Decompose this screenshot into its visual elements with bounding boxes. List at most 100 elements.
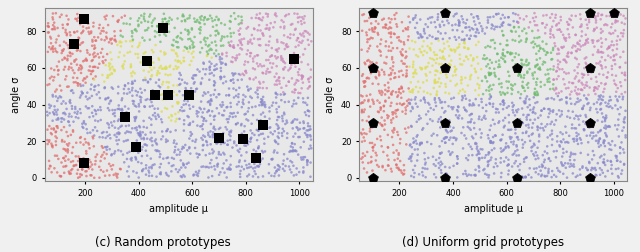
Point — [48, 23, 58, 27]
Point — [294, 67, 305, 71]
Point — [214, 92, 225, 96]
Point — [128, 169, 138, 173]
Point — [497, 137, 507, 141]
Point — [239, 167, 249, 171]
Point — [173, 34, 183, 38]
Point — [196, 115, 207, 119]
Point — [132, 139, 142, 143]
Point — [168, 44, 179, 48]
Point — [273, 55, 283, 59]
Point — [50, 108, 60, 112]
Point — [543, 78, 553, 82]
Point — [421, 112, 431, 116]
Point — [238, 137, 248, 141]
Point — [222, 105, 232, 109]
Point — [534, 67, 545, 71]
Point — [545, 32, 556, 36]
Point — [237, 47, 247, 51]
Point — [88, 24, 99, 28]
Point — [174, 89, 184, 93]
Point — [204, 109, 214, 113]
Point — [207, 147, 218, 151]
Point — [447, 142, 458, 146]
Point — [516, 74, 526, 78]
Point — [498, 99, 508, 103]
Point — [573, 65, 583, 69]
Point — [378, 90, 388, 94]
Point — [210, 68, 220, 72]
Point — [292, 16, 303, 20]
Point — [144, 15, 154, 19]
Point — [485, 141, 495, 145]
Point — [185, 45, 195, 49]
Point — [383, 133, 393, 137]
Point — [47, 144, 58, 148]
Point — [198, 138, 208, 142]
Point — [215, 170, 225, 174]
Point — [120, 59, 130, 64]
Point — [584, 18, 594, 22]
Point — [579, 128, 589, 132]
Point — [73, 38, 83, 42]
Point — [520, 101, 530, 105]
Point — [483, 21, 493, 25]
Point — [68, 130, 78, 134]
Point — [147, 166, 157, 170]
Point — [65, 101, 76, 105]
Point — [172, 83, 182, 87]
Point — [158, 80, 168, 84]
Point — [130, 104, 140, 108]
Point — [289, 90, 300, 94]
Point — [380, 88, 390, 92]
Point — [191, 173, 202, 177]
Point — [204, 99, 214, 103]
Point — [102, 73, 113, 77]
Point — [581, 166, 591, 170]
Point — [261, 69, 271, 73]
Point — [225, 26, 235, 30]
Point — [234, 160, 244, 164]
Point — [398, 89, 408, 93]
Point — [288, 119, 298, 123]
Point — [601, 82, 611, 86]
Point — [117, 111, 127, 115]
Point — [600, 131, 611, 135]
Point — [70, 154, 81, 158]
Point — [595, 102, 605, 106]
Point — [218, 81, 228, 85]
Point — [597, 67, 607, 71]
Point — [363, 161, 373, 165]
Point — [72, 110, 83, 114]
Point — [109, 68, 119, 72]
Point — [140, 104, 150, 108]
Point — [437, 100, 447, 104]
Point — [365, 141, 375, 145]
Point — [207, 135, 218, 139]
Point — [426, 106, 436, 110]
Point — [435, 163, 445, 167]
Point — [66, 172, 76, 176]
Point — [77, 90, 87, 94]
Point — [417, 66, 427, 70]
Point — [221, 79, 231, 83]
Point — [532, 23, 542, 27]
Point — [306, 138, 316, 142]
Point — [589, 88, 600, 92]
Point — [441, 124, 451, 128]
Point — [540, 73, 550, 77]
Point — [415, 32, 426, 36]
Point — [548, 108, 558, 112]
Point — [75, 175, 85, 179]
Point — [463, 46, 474, 50]
Point — [84, 158, 94, 162]
Point — [196, 82, 206, 86]
Point — [116, 98, 127, 102]
Point — [480, 32, 490, 36]
Point — [369, 102, 379, 106]
Point — [253, 129, 264, 133]
Point — [249, 26, 259, 30]
Point — [579, 73, 589, 77]
Point — [57, 138, 67, 142]
Point — [549, 97, 559, 101]
Point — [207, 151, 218, 155]
